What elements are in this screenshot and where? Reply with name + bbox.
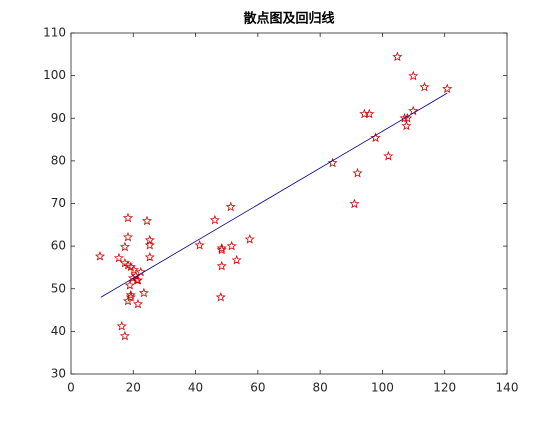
point <box>327 157 338 168</box>
point <box>392 51 403 62</box>
point <box>128 264 139 275</box>
y-tick-label: 70 <box>51 196 66 210</box>
point <box>419 81 430 92</box>
regression-line <box>100 92 448 298</box>
point <box>383 150 394 161</box>
y-tick-label: 90 <box>51 111 66 125</box>
y-tick-label: 100 <box>43 68 66 82</box>
point <box>125 291 136 302</box>
point <box>244 234 255 244</box>
point <box>352 167 363 178</box>
x-tick-label: 20 <box>126 381 141 395</box>
point <box>119 330 130 341</box>
x-tick-label: 100 <box>371 381 394 395</box>
point <box>144 239 155 250</box>
y-tick-label: 40 <box>51 324 66 338</box>
point <box>144 251 155 262</box>
chart-title: 散点图及回归线 <box>243 11 334 27</box>
point <box>125 289 136 300</box>
plot-area <box>70 32 508 375</box>
point <box>194 239 205 250</box>
point <box>408 70 419 81</box>
point <box>132 274 144 285</box>
x-tick-label: 40 <box>188 381 203 395</box>
point <box>94 251 106 261</box>
point <box>349 198 360 209</box>
point <box>141 215 153 226</box>
point <box>138 287 149 298</box>
x-tick-label: 60 <box>250 381 265 395</box>
point <box>370 132 381 143</box>
point <box>216 260 227 271</box>
y-tick-label: 110 <box>43 26 66 40</box>
point <box>124 280 135 290</box>
y-tick-label: 50 <box>51 281 66 295</box>
y-tick-label: 80 <box>51 153 66 167</box>
point <box>442 83 453 94</box>
x-tick-label: 120 <box>433 381 456 395</box>
point <box>132 298 144 309</box>
point <box>401 120 412 131</box>
point <box>216 244 227 255</box>
x-tick-label: 140 <box>496 381 519 395</box>
point <box>122 231 134 242</box>
point <box>402 112 413 123</box>
point <box>225 201 236 212</box>
point <box>113 252 125 263</box>
point <box>226 240 237 251</box>
y-tick-label: 30 <box>51 367 66 381</box>
x-tick-label: 80 <box>313 381 328 395</box>
point <box>215 291 226 302</box>
point <box>116 320 127 331</box>
point <box>216 242 227 253</box>
point <box>122 295 134 306</box>
point <box>122 212 134 223</box>
x-tick-label: 0 <box>67 381 75 395</box>
point <box>364 108 375 119</box>
point <box>119 241 130 252</box>
point <box>209 214 220 225</box>
point <box>231 254 242 265</box>
y-tick-label: 60 <box>51 239 66 253</box>
